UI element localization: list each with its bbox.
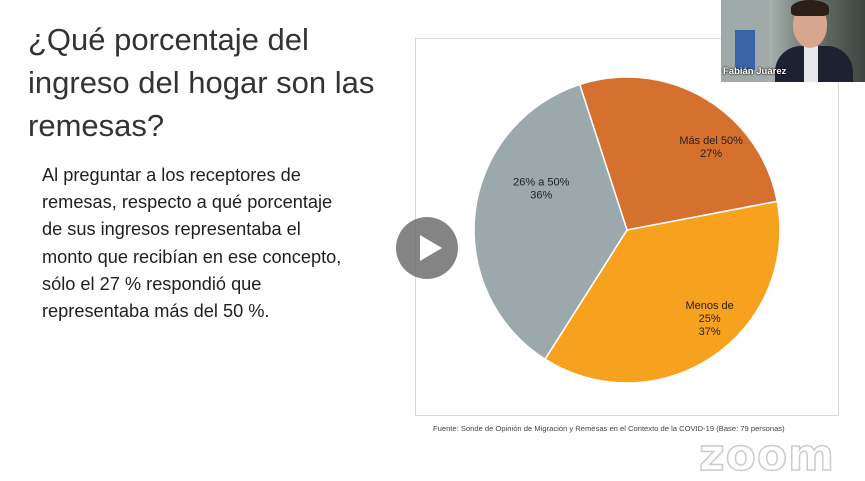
pie-slice-label: Más del 50% 27% [679,135,743,160]
slide-body-text: Al preguntar a los receptores de remesas… [42,165,342,322]
participant-shirt [804,46,818,82]
participant-video-tile[interactable]: Fabián Juárez [721,0,865,82]
pie-slice-label: Menos de 25% 37% [685,300,733,338]
pie-chart-svg: Más del 50% 27% Menos de 25% 37% 26% a 50% 36% [473,76,781,384]
pie-chart: Más del 50% 27% Menos de 25% 37% 26% a 50% 36% [415,38,839,416]
pie-slice [578,76,779,231]
source-note: Fuente: Sonde de Opinión de Migración y … [433,424,785,433]
participant-hair [791,0,829,16]
pie-slice [543,200,781,384]
video-background-flag [735,30,755,70]
slide-title: ¿Qué porcentaje del ingreso del hogar so… [28,22,375,143]
participant-name: Fabián Juárez [723,66,787,77]
pie-slice-label: 26% a 50% 36% [513,176,569,201]
play-icon[interactable] [396,217,458,279]
zoom-watermark: zoom [698,430,835,481]
pie-slice [473,83,628,361]
